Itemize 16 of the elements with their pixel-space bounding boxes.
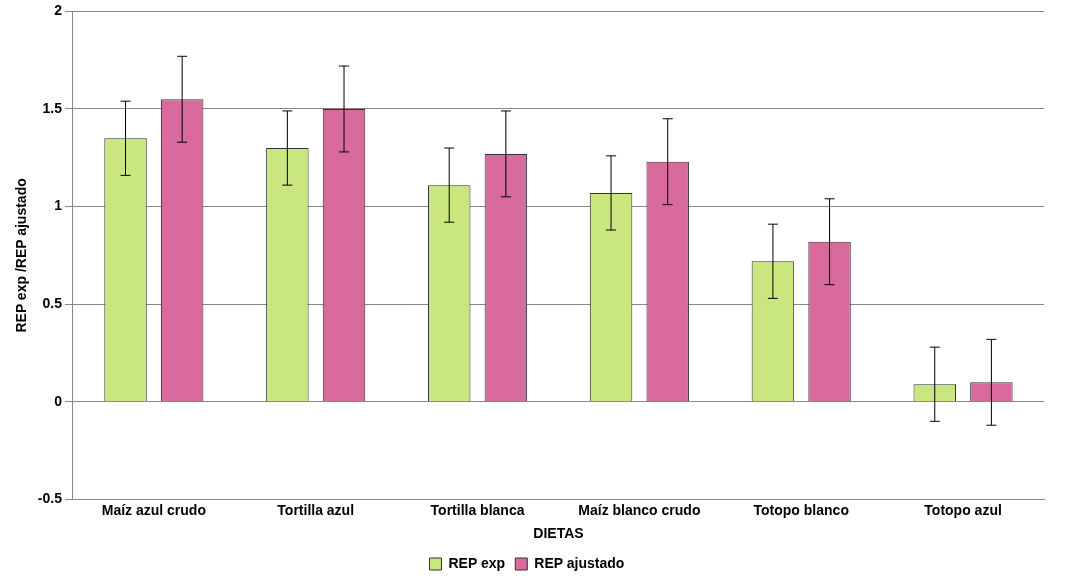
- x-tick-label: Maíz azul crudo: [101, 501, 206, 518]
- y-axis-title: REP exp /REP ajustado: [13, 178, 30, 333]
- x-tick-label: Totopo blanco: [753, 501, 849, 518]
- legend-label: REP ajustado: [534, 554, 625, 571]
- x-tick-label: Totopo azul: [924, 501, 1002, 518]
- y-tick-label: 0: [54, 392, 63, 409]
- y-tick-label: -0.5: [37, 490, 63, 507]
- legend-label: REP exp: [448, 554, 506, 571]
- x-axis-title: DIETAS: [533, 525, 584, 542]
- x-tick-label: Maíz blanco crudo: [578, 501, 701, 518]
- y-tick-label: 1: [54, 197, 63, 214]
- y-tick-label: 1.5: [42, 99, 63, 116]
- x-tick-label: Tortilla blanca: [430, 501, 525, 518]
- y-tick-label: 0.5: [42, 295, 63, 312]
- x-tick-label: Tortilla azul: [277, 501, 355, 518]
- y-tick-label: 2: [54, 2, 63, 19]
